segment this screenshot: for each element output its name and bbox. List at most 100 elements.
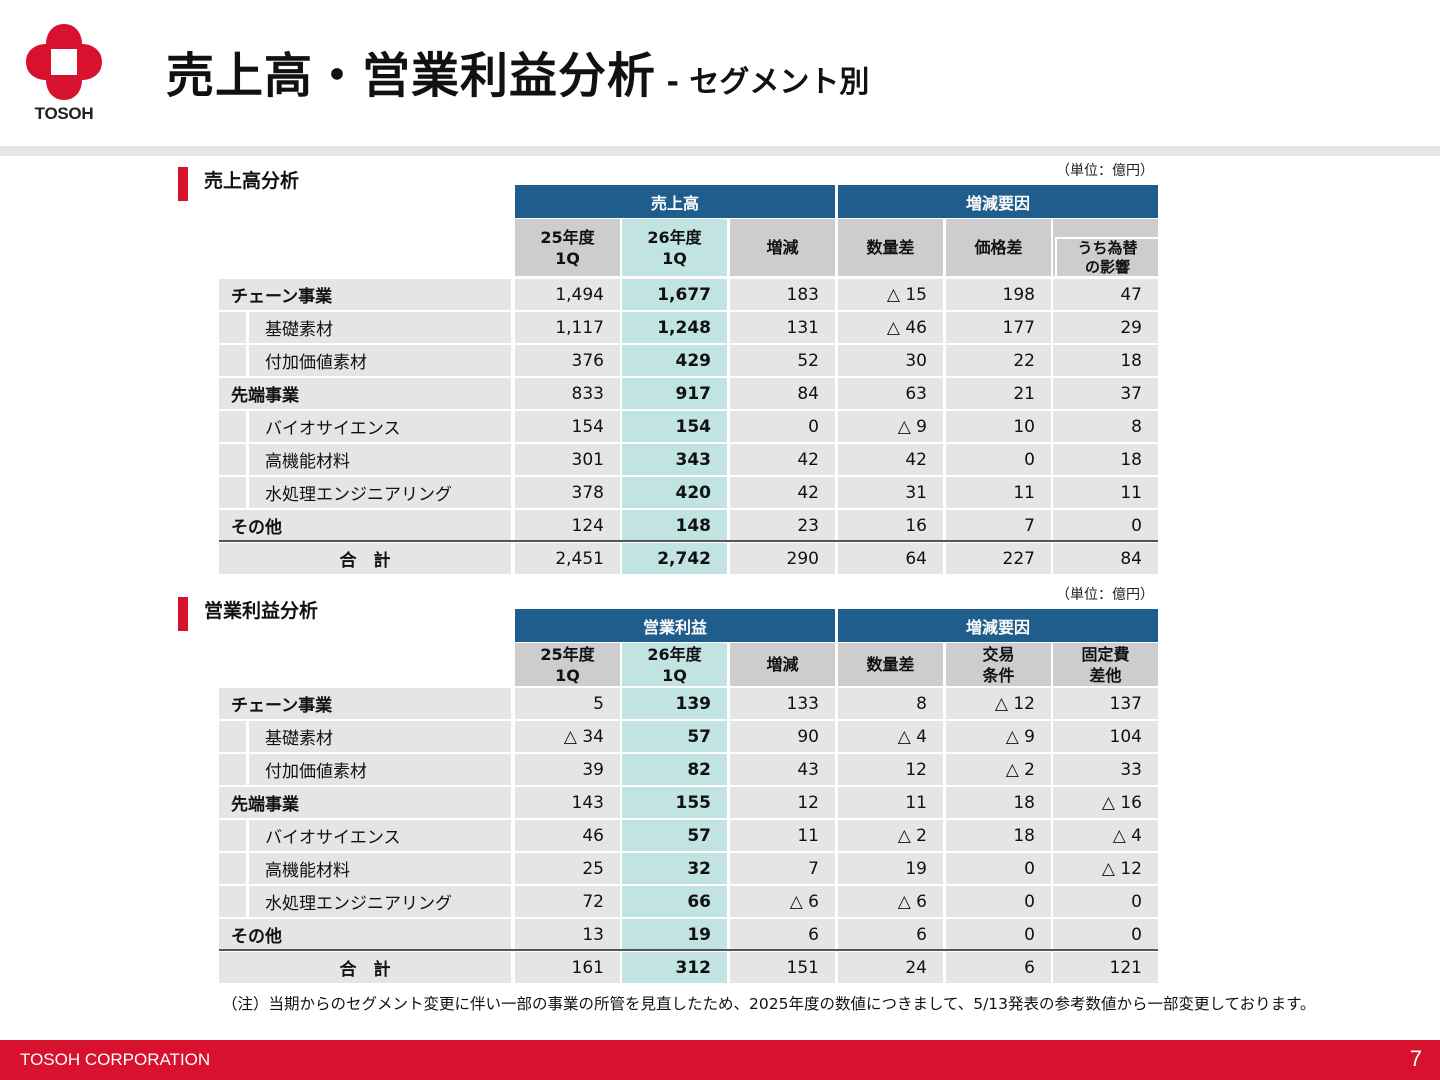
profit-cell: 312 [622,952,727,983]
footer-bar: TOSOH CORPORATION 7 [0,1040,1440,1080]
sales-cell: △ 15 [838,279,943,310]
sales-row-label: 付加価値素材 [249,345,511,376]
section-marker [178,167,188,201]
sales-cell: 18 [1053,444,1158,475]
profit-cell: 0 [1053,886,1158,917]
profit-row-indent [219,754,246,785]
profit-cell: 11 [730,820,835,851]
profit-cell: 18 [946,820,1051,851]
header-divider [0,146,1440,156]
profit-cell: 82 [622,754,727,785]
sales-row-label: 水処理エンジニアリング [249,477,511,508]
footnote: （注）当期からのセグメント変更に伴い一部の事業の所管を見直したため、2025年度… [222,995,1316,1013]
sales-row-label: 高機能材料 [249,444,511,475]
profit-cell: △ 4 [838,721,943,752]
sales-total-separator [219,540,1158,542]
profit-cell: 104 [1053,721,1158,752]
sales-cell: 227 [946,543,1051,574]
profit-cell: 25 [515,853,620,884]
profit-row-indent [219,820,246,851]
sales-group-header-left: 売上高 [515,185,835,218]
sales-cell: 7 [946,510,1051,541]
sales-cell: 42 [730,444,835,475]
sales-row-label: 基礎素材 [249,312,511,343]
profit-row-label: バイオサイエンス [249,820,511,851]
profit-cell: △ 34 [515,721,620,752]
profit-column-header: 26年度 1Q [622,643,727,686]
sales-cell: 177 [946,312,1051,343]
company-name: TOSOH CORPORATION [20,1050,211,1069]
profit-row-label: 付加価値素材 [249,754,511,785]
profit-cell: 11 [838,787,943,818]
sales-cell: 30 [838,345,943,376]
sales-row-label: その他 [219,510,511,541]
profit-cell: 12 [730,787,835,818]
profit-unit-label: （単位：億円） [1056,587,1154,603]
sales-cell: 64 [838,543,943,574]
profit-cell: 161 [515,952,620,983]
profit-cell: 0 [1053,919,1158,950]
profit-cell: 24 [838,952,943,983]
profit-cell: 0 [946,853,1051,884]
profit-row-label: 基礎素材 [249,721,511,752]
sales-cell: 0 [946,444,1051,475]
sales-cell: 124 [515,510,620,541]
tosoh-logo: TOSOH [24,22,104,126]
profit-column-header: 固定費 差他 [1053,643,1158,686]
profit-row-indent [219,886,246,917]
sales-group-header-right: 増減要因 [838,185,1158,218]
sales-cell: 183 [730,279,835,310]
profit-column-header: 数量差 [838,643,943,686]
profit-cell: 32 [622,853,727,884]
sales-cell: 343 [622,444,727,475]
profit-cell: 0 [946,886,1051,917]
sales-row-label: 先端事業 [219,378,511,409]
sales-cell: 8 [1053,411,1158,442]
profit-cell: 12 [838,754,943,785]
profit-column-header: 25年度 1Q [515,643,620,686]
profit-cell: 46 [515,820,620,851]
profit-cell: 151 [730,952,835,983]
sales-row-indent [219,312,246,343]
profit-cell: 39 [515,754,620,785]
sales-cell: 10 [946,411,1051,442]
profit-cell: 57 [622,820,727,851]
sales-section-title-text: 売上高分析 [204,170,300,192]
sales-unit-label: （単位：億円） [1056,163,1154,179]
sales-cell: 2,451 [515,543,620,574]
sales-cell: 378 [515,477,620,508]
sales-row-indent [219,345,246,376]
profit-row-indent [219,853,246,884]
profit-column-header: 交易 条件 [946,643,1051,686]
sales-cell: 1,248 [622,312,727,343]
sales-row-indent [219,477,246,508]
sales-cell: 63 [838,378,943,409]
profit-cell: 133 [730,688,835,719]
sales-total-label: 合 計 [219,543,511,574]
page-title-sub: - セグメント別 [656,65,870,100]
sales-cell: 84 [730,378,835,409]
sales-row-label: チェーン事業 [219,279,511,310]
sales-row-label: バイオサイエンス [249,411,511,442]
sales-cell: 52 [730,345,835,376]
sales-cell: 131 [730,312,835,343]
sales-cell: 1,117 [515,312,620,343]
sales-row-indent [219,444,246,475]
sales-column-header: 25年度 1Q [515,219,620,276]
sales-cell: △ 46 [838,312,943,343]
profit-cell: 33 [1053,754,1158,785]
sales-column-header: 増減 [730,219,835,276]
sales-cell: 420 [622,477,727,508]
profit-total-separator [219,949,1158,951]
profit-cell: 66 [622,886,727,917]
logo-text: TOSOH [34,104,94,123]
profit-cell: △ 6 [838,886,943,917]
sales-row-indent [219,411,246,442]
profit-cell: 139 [622,688,727,719]
sales-cell: 37 [1053,378,1158,409]
profit-cell: 0 [946,919,1051,950]
profit-cell: 72 [515,886,620,917]
sales-cell: 0 [730,411,835,442]
sales-column-header: 26年度 1Q [622,219,727,276]
profit-cell: △ 2 [838,820,943,851]
